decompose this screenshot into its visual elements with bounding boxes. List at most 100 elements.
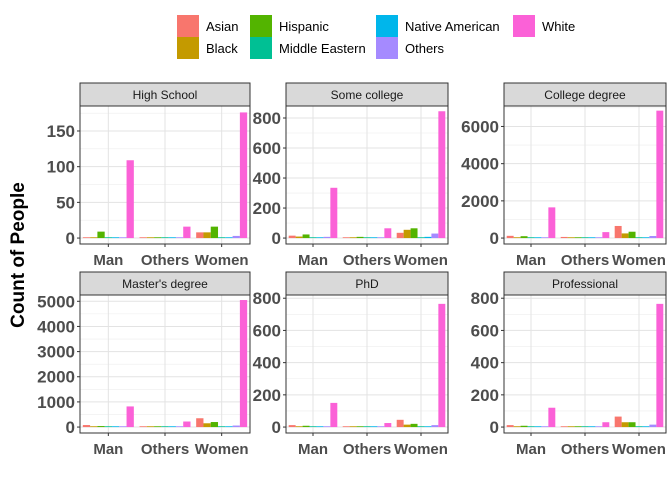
legend-item-others: Others — [376, 37, 445, 59]
x-tick-label: Man — [93, 252, 123, 269]
bar-others-man — [323, 236, 331, 239]
bar-hispanic-others — [154, 237, 162, 239]
bar-middle-eastern-others — [161, 237, 169, 239]
y-tick-label: 800 — [253, 289, 281, 308]
bar-middle-eastern-women — [218, 426, 226, 428]
bar-asian-others — [560, 426, 568, 428]
y-tick-label: 0 — [272, 418, 281, 437]
y-tick-label: 50 — [56, 193, 75, 212]
y-tick-label: 3000 — [37, 343, 75, 362]
panel-title: Some college — [331, 88, 404, 102]
y-tick-label: 600 — [253, 321, 281, 340]
bar-middle-eastern-women — [218, 237, 226, 239]
bar-hispanic-man — [520, 425, 528, 428]
x-tick-label: Others — [561, 441, 609, 458]
bar-others-man — [541, 426, 549, 428]
x-tick-label: Others — [141, 441, 189, 458]
x-tick-label: Women — [612, 252, 666, 269]
panel-college-degree: College degree 0 2000 4000 6000 Man Others Wome… — [461, 82, 667, 269]
legend-label-hispanic: Hispanic — [279, 19, 329, 34]
bar-others-man — [323, 426, 331, 428]
bar-hispanic-women — [410, 228, 418, 239]
legend-label-native-american: Native American — [405, 19, 500, 34]
bar-hispanic-man — [97, 426, 105, 428]
legend-label-black: Black — [206, 41, 238, 56]
y-tick-label: 0 — [490, 229, 499, 248]
bar-middle-eastern-women — [635, 237, 643, 239]
bar-white-women — [239, 112, 248, 239]
bar-black-man — [513, 426, 521, 428]
bar-white-man — [548, 207, 556, 239]
x-tick-label: Man — [298, 441, 328, 458]
bar-middle-eastern-others — [161, 426, 169, 428]
bar-asian-man — [506, 235, 514, 239]
legend-label-white: White — [542, 19, 575, 34]
bar-asian-man — [506, 425, 514, 428]
y-tick-label: 600 — [253, 139, 281, 158]
x-tick-label: Women — [195, 441, 249, 458]
bar-native-american-others — [588, 237, 596, 239]
bar-asian-others — [560, 236, 568, 239]
bar-white-man — [548, 407, 556, 428]
bar-asian-man — [82, 237, 91, 239]
y-tick-label: 400 — [471, 354, 499, 373]
bar-others-women — [232, 235, 240, 239]
panel-title: PhD — [355, 277, 379, 291]
bar-others-women — [232, 425, 240, 428]
panel-phd: PhD 0 200 400 600 800 Man Others Women — [253, 271, 449, 458]
y-tick-label: 100 — [47, 158, 75, 177]
legend-key-native-american — [376, 15, 398, 37]
bar-black-man — [513, 237, 521, 239]
bar-middle-eastern-man — [527, 426, 535, 428]
bar-black-others — [567, 426, 575, 428]
y-axis-title: Count of People — [8, 182, 29, 328]
y-tick-label: 0 — [272, 229, 281, 248]
bar-white-man — [330, 187, 338, 239]
bar-asian-man — [288, 235, 296, 239]
bar-asian-women — [614, 225, 622, 239]
y-tick-label: 200 — [253, 386, 281, 405]
bar-asian-others — [342, 237, 350, 239]
bar-others-man — [541, 237, 549, 239]
bar-white-women — [656, 110, 664, 239]
bar-asian-women — [196, 232, 204, 239]
bar-native-american-others — [168, 426, 176, 428]
y-tick-label: 800 — [471, 289, 499, 308]
bar-asian-man — [288, 425, 296, 428]
legend-item-native-american: Native American — [376, 15, 500, 37]
bar-white-women — [438, 303, 446, 428]
x-tick-label: Man — [298, 252, 328, 269]
bar-white-man — [126, 160, 134, 239]
bar-middle-eastern-man — [104, 426, 112, 428]
x-tick-label: Others — [343, 441, 391, 458]
x-tick-label: Women — [394, 441, 448, 458]
bar-asian-others — [139, 237, 147, 239]
bar-others-others — [175, 426, 184, 428]
y-tick-label: 6000 — [461, 117, 499, 136]
bar-hispanic-women — [628, 231, 636, 239]
bar-native-american-women — [225, 426, 233, 428]
x-tick-label: Others — [343, 252, 391, 269]
bar-others-man — [119, 237, 127, 239]
y-tick-label: 400 — [253, 354, 281, 373]
bar-black-women — [403, 424, 411, 428]
bar-others-others — [175, 237, 184, 239]
bar-asian-women — [396, 232, 404, 239]
legend-key-middle-eastern — [250, 37, 272, 59]
bar-black-others — [567, 237, 575, 239]
bar-asian-man — [82, 425, 91, 428]
bar-middle-eastern-others — [581, 237, 589, 239]
panel-master-s-degree: Master's degree 0 1000 2000 3000 4000 5000 Man O… — [37, 271, 251, 458]
bar-native-american-others — [370, 237, 378, 239]
bar-hispanic-others — [356, 236, 364, 239]
legend-item-middle-eastern: Middle Eastern — [250, 37, 366, 59]
bar-white-others — [384, 228, 392, 239]
legend-item-asian: Asian — [177, 15, 239, 37]
legend-label-asian: Asian — [206, 19, 239, 34]
bar-white-women — [656, 303, 664, 428]
x-tick-label: Others — [141, 252, 189, 269]
bar-hispanic-others — [356, 426, 364, 428]
bar-middle-eastern-man — [527, 237, 535, 239]
y-tick-label: 0 — [66, 229, 75, 248]
